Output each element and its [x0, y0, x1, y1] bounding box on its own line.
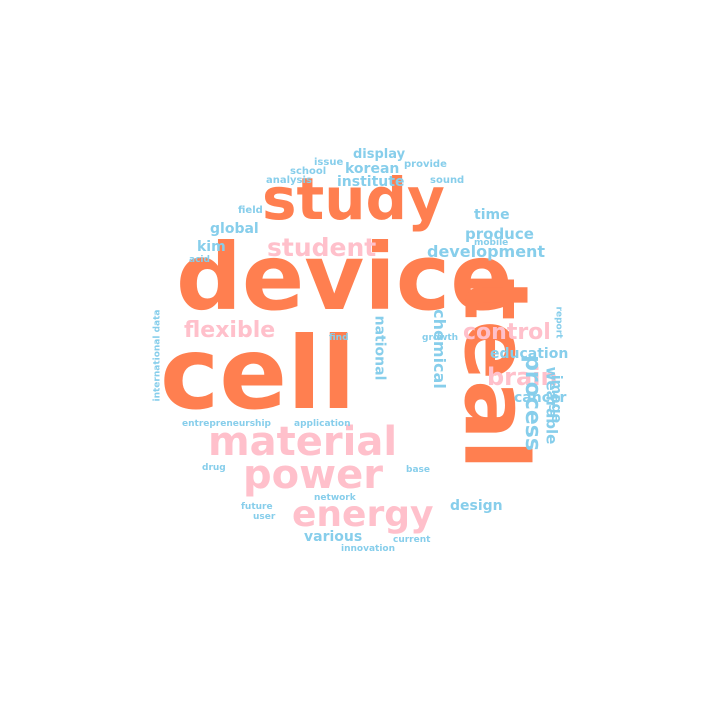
- word-cancer: cancer: [514, 390, 567, 406]
- word-institute: institute: [337, 174, 405, 190]
- word-national: national: [371, 315, 388, 381]
- word-education: education: [490, 346, 569, 362]
- word-produce: produce: [465, 225, 534, 243]
- word-base: base: [406, 465, 430, 475]
- word-global: global: [210, 221, 259, 237]
- word-korean: korean: [345, 161, 400, 177]
- word-acid: acid: [189, 255, 210, 265]
- word-entrepreneurship: entrepreneurship: [182, 419, 271, 429]
- word-growth: growth: [422, 333, 459, 343]
- word-field: field: [238, 205, 263, 216]
- word-innovation: innovation: [341, 544, 395, 554]
- word-future: future: [241, 502, 273, 512]
- word-student: student: [267, 233, 377, 262]
- word-school: school: [290, 166, 327, 177]
- word-drug: drug: [202, 463, 226, 473]
- word-development: development: [427, 242, 546, 261]
- word-flexible: flexible: [184, 318, 276, 343]
- word-display: display: [353, 147, 406, 162]
- word-material: material: [208, 419, 398, 465]
- word-power: power: [243, 452, 383, 498]
- word-find: find: [329, 333, 349, 343]
- word-report: report: [553, 306, 564, 339]
- word-sound: sound: [430, 175, 465, 186]
- word-application: application: [294, 419, 351, 429]
- word-brain: brain: [487, 363, 558, 391]
- word-various: various: [304, 529, 363, 545]
- word-analysis: analysis: [266, 175, 312, 186]
- word-device: device: [176, 224, 513, 331]
- word-network: network: [314, 493, 356, 503]
- word-provide: provide: [404, 159, 447, 170]
- word-study: study: [262, 165, 445, 233]
- word-mobile: mobile: [474, 238, 509, 248]
- word-user: user: [253, 512, 276, 522]
- word-international-data: international data: [152, 309, 163, 402]
- word-design: design: [450, 498, 503, 514]
- word-kim: kim: [197, 239, 226, 255]
- word-cell: cell: [160, 315, 356, 432]
- word-control: control: [463, 320, 551, 345]
- word-current: current: [393, 535, 431, 545]
- word-issue: issue: [314, 157, 344, 168]
- word-time: time: [474, 207, 510, 223]
- word-chemical: chemical: [429, 309, 449, 389]
- word-energy: energy: [292, 494, 434, 535]
